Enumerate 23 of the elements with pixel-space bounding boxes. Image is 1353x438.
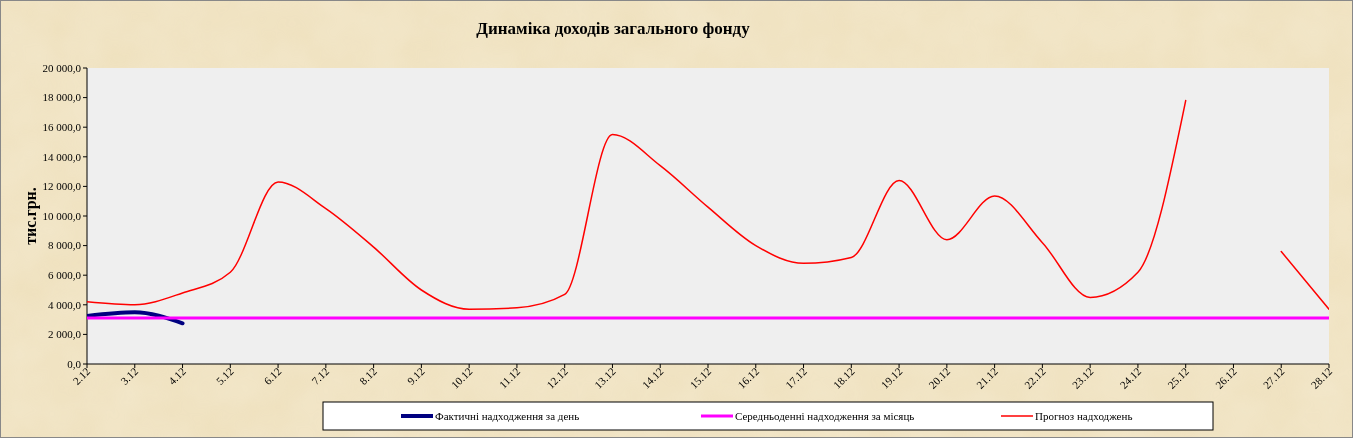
y-tick-label: 12 000,0 bbox=[42, 180, 82, 193]
y-tick-label: 14 000,0 bbox=[42, 150, 82, 163]
legend-label: Фактичні надходження за день bbox=[435, 409, 580, 422]
chart-title: Динаміка доходів загального фонду bbox=[476, 19, 751, 38]
y-tick-label: 8 000,0 bbox=[48, 239, 82, 252]
y-tick-label: 0,0 bbox=[67, 357, 82, 370]
x-tick-label: 6.12 bbox=[261, 364, 284, 388]
x-tick-label: 4.12 bbox=[165, 364, 188, 388]
y-tick-label: 20 000,0 bbox=[42, 61, 82, 74]
y-axis-title: тис.грн. bbox=[22, 187, 40, 245]
y-tick-label: 2 000,0 bbox=[48, 328, 82, 341]
x-tick-label: 7.12 bbox=[309, 364, 332, 388]
legend-label: Прогноз надходжень bbox=[1035, 409, 1133, 422]
y-tick-label: 6 000,0 bbox=[48, 269, 82, 282]
x-tick-label: 9.12 bbox=[404, 364, 427, 388]
y-tick-label: 4 000,0 bbox=[48, 298, 82, 311]
x-tick-label: 8.12 bbox=[356, 364, 380, 388]
y-tick-label: 18 000,0 bbox=[42, 91, 82, 104]
y-tick-label: 16 000,0 bbox=[42, 121, 82, 134]
x-tick-label: 5.12 bbox=[213, 364, 236, 388]
legend-label: Середньоденні надходження за місяць bbox=[735, 409, 915, 422]
y-tick-label: 10 000,0 bbox=[42, 209, 82, 222]
x-tick-label: 3.12 bbox=[118, 364, 141, 388]
